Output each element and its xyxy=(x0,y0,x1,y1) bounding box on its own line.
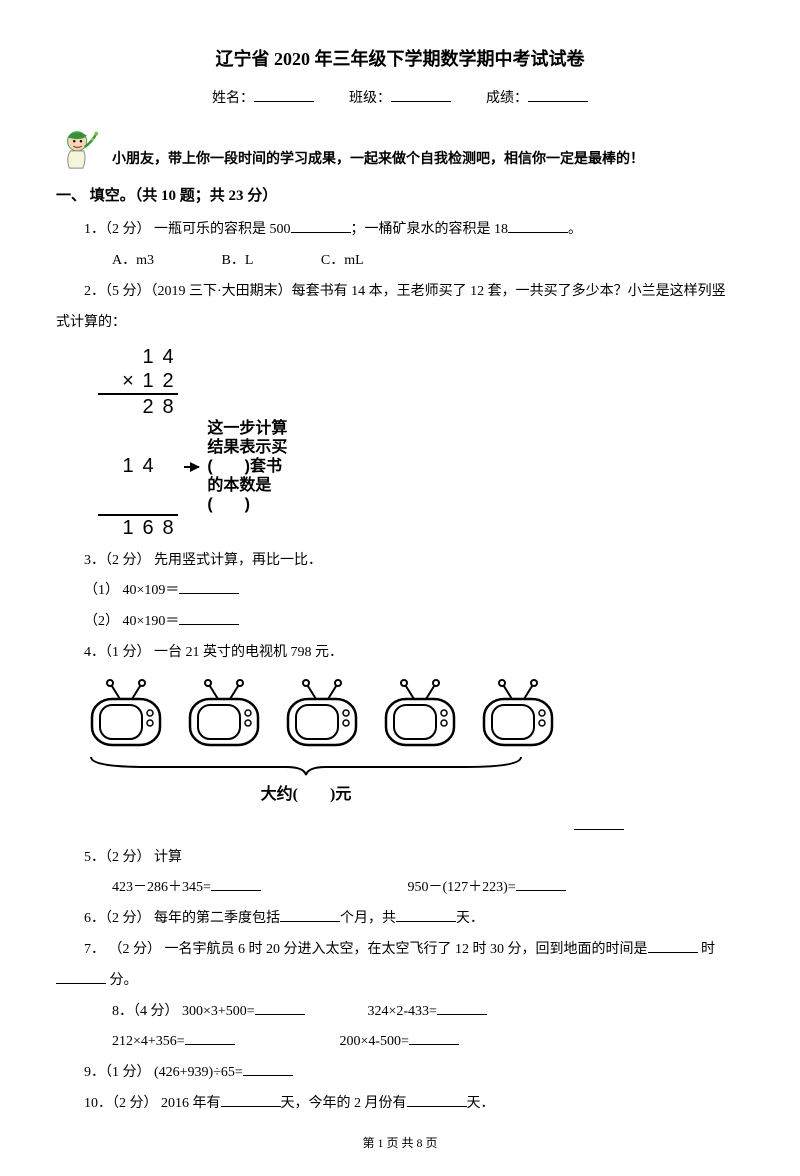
class-blank[interactable] xyxy=(391,87,451,102)
tv-icon xyxy=(184,679,264,751)
page-footer: 第 1 页 共 8 页 xyxy=(56,1130,744,1156)
q8-blank-4[interactable] xyxy=(409,1030,459,1045)
q4-stem: 4．（1 分） 一台 21 英寸的电视机 798 元． xyxy=(56,638,744,669)
q7-blank-2[interactable] xyxy=(56,969,106,984)
q8-blank-2[interactable] xyxy=(437,1000,487,1015)
q3-blank-1[interactable] xyxy=(179,579,239,594)
q4-brace-label: 大约( )元 xyxy=(86,777,526,812)
q8-c: 212×4+356= xyxy=(112,1034,185,1049)
intro-text: 小朋友，带上你一段时间的学习成果，一起来做个自我检测吧，相信你一定是最棒的！ xyxy=(112,149,644,172)
q8-b: 324×2-433= xyxy=(368,1004,437,1019)
q6-blank-1[interactable] xyxy=(280,907,340,922)
tv-icon xyxy=(380,679,460,751)
section-1-header: 一、 填空。（共 10 题；共 23 分） xyxy=(56,180,744,213)
q8-a: 8．（4 分） 300×3+500= xyxy=(112,1004,255,1019)
q3-stem: 3．（2 分） 先用竖式计算，再比一比． xyxy=(56,546,744,577)
page-title: 辽宁省 2020 年三年级下学期数学期中考试试卷 xyxy=(56,40,744,80)
q3-s2-text: （2） 40×190＝ xyxy=(84,614,179,629)
q2-stem2: 式计算的： xyxy=(56,308,744,339)
q1-blank-2[interactable] xyxy=(508,218,568,233)
q7-line2: 分。 xyxy=(56,966,744,997)
q7: 7． （2 分） 一名宇航员 6 时 20 分进入太空，在太空飞行了 12 时 … xyxy=(56,935,744,966)
brace-icon xyxy=(86,753,526,777)
q5-blank-2[interactable] xyxy=(516,876,566,891)
q5-stem: 5．（2 分） 计算 xyxy=(56,843,744,874)
q3-sub2: （2） 40×190＝ xyxy=(56,607,744,638)
q5-e2: 950－(127＋223)= xyxy=(408,880,516,895)
q7-b: 时 xyxy=(698,942,716,957)
q1-opt-c: C．mL xyxy=(293,246,364,277)
q8-row1: 8．（4 分） 300×3+500= 324×2-433= xyxy=(56,997,744,1028)
q5-e1: 423－286＋345= xyxy=(112,880,211,895)
tv-icon xyxy=(86,679,166,751)
tv-icon xyxy=(478,679,558,751)
q10: 10．（2 分） 2016 年有 天，今年的 2 月份有 天． xyxy=(56,1089,744,1120)
q9-a: 9．（1 分） (426+939)÷65= xyxy=(84,1065,243,1080)
q7-a: 7． （2 分） 一名宇航员 6 时 20 分进入太空，在太空飞行了 12 时 … xyxy=(84,942,648,957)
q4-blank[interactable] xyxy=(574,815,624,830)
q6-a: 6．（2 分） 每年的第二季度包括 xyxy=(84,911,280,926)
name-blank[interactable] xyxy=(254,87,314,102)
arrow-icon xyxy=(184,466,199,468)
intro-row: 小朋友，带上你一段时间的学习成果，一起来做个自我检测吧，相信你一定是最棒的！ xyxy=(56,124,744,172)
q10-blank-1[interactable] xyxy=(221,1092,281,1107)
q5-row: 423－286＋345= 950－(127＋223)= xyxy=(56,873,744,904)
q6: 6．（2 分） 每年的第二季度包括 个月，共 天． xyxy=(56,904,744,935)
q1-stem-b: ；一桶矿泉水的容积是 18 xyxy=(351,222,509,237)
score-blank[interactable] xyxy=(528,87,588,102)
page: 辽宁省 2020 年三年级下学期数学期中考试试卷 姓名： 班级： 成绩： 小朋友… xyxy=(0,0,800,1176)
class-label: 班级： xyxy=(349,91,391,106)
q5-blank-1[interactable] xyxy=(211,876,261,891)
q7-c: 分。 xyxy=(106,973,138,988)
q3-sub1: （1） 40×109＝ xyxy=(56,576,744,607)
q2-stem: 2．（5 分）（2019 三下·大田期末）每套书有 14 本，王老师买了 12 … xyxy=(56,277,744,308)
q1-stem-c: 。 xyxy=(568,222,582,237)
q1-opt-b: B．L xyxy=(194,246,254,277)
q8-d: 200×4-500= xyxy=(340,1034,409,1049)
mascot-icon xyxy=(56,124,104,172)
q8-blank-3[interactable] xyxy=(185,1030,235,1045)
q3-blank-2[interactable] xyxy=(179,610,239,625)
q8-blank-1[interactable] xyxy=(255,1000,305,1015)
tv-icon xyxy=(282,679,362,751)
q10-blank-2[interactable] xyxy=(407,1092,467,1107)
q2-arrow-text: 这一步计算结果表示买( )套书的本数是( ) xyxy=(207,419,294,515)
q1: 1．（2 分） 一瓶可乐的容积是 500 ；一桶矿泉水的容积是 18 。 xyxy=(56,215,744,246)
score-label: 成绩： xyxy=(486,91,528,106)
q1-stem-a: 1．（2 分） 一瓶可乐的容积是 500 xyxy=(84,222,291,237)
q1-opt-a: A．m3 xyxy=(84,246,154,277)
q1-blank-1[interactable] xyxy=(291,218,351,233)
q10-c: 天． xyxy=(467,1096,495,1111)
tv-row xyxy=(86,679,744,751)
q6-c: 天． xyxy=(456,911,484,926)
info-line: 姓名： 班级： 成绩： xyxy=(56,84,744,115)
name-label: 姓名： xyxy=(212,91,254,106)
q10-a: 10．（2 分） 2016 年有 xyxy=(84,1096,221,1111)
q6-blank-2[interactable] xyxy=(396,907,456,922)
q6-b: 个月，共 xyxy=(340,911,396,926)
q2-vertical-calc: 14 ×12 28 14 这一步计算结果表示买( )套书的本数是( ) 168 xyxy=(98,345,295,540)
q3-s1-text: （1） 40×109＝ xyxy=(84,583,179,598)
q7-blank-1[interactable] xyxy=(648,938,698,953)
q1-options: A．m3 B．L C．mL xyxy=(56,246,744,277)
q9-blank[interactable] xyxy=(243,1061,293,1076)
q8-row2: 212×4+356= 200×4-500= xyxy=(56,1027,744,1058)
q9: 9．（1 分） (426+939)÷65= xyxy=(56,1058,744,1089)
q10-b: 天，今年的 2 月份有 xyxy=(281,1096,407,1111)
